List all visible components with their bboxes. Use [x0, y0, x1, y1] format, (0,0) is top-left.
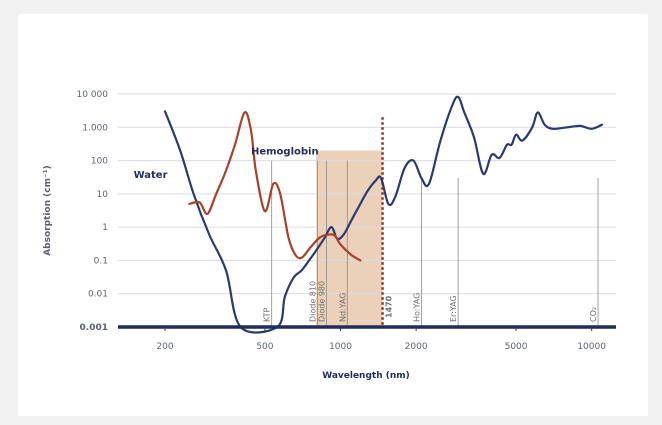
series-label-hemoglobin: Hemoglobin [251, 147, 319, 158]
laser-label-ktp: KTP [263, 307, 272, 322]
series-hemoglobin-line [188, 110, 362, 262]
laser-label-diode-810: Diode 810 [309, 281, 318, 322]
x-tick-labels: 200 500 1000 2000 5000 10000 [156, 327, 606, 352]
highlight-line-label: 1470 [385, 295, 394, 318]
y-tick-label: 0.1 [94, 256, 108, 266]
x-tick-label: 1000 [329, 342, 352, 352]
laser-label-ho-yag: Ho:YAG [412, 293, 421, 322]
series-labels: Water Hemoglobin [134, 147, 319, 181]
y-tick-label: 10 000 [77, 90, 109, 100]
absorption-curves [163, 95, 604, 334]
y-tick-label: 1.000 [82, 123, 108, 133]
x-tick-label: 5000 [505, 342, 528, 352]
y-tick-label: 0.001 [80, 323, 108, 333]
series-label-water: Water [134, 170, 168, 181]
y-axis-label: Absorption (cm⁻¹) [43, 165, 53, 256]
laser-label-nd-yag: Nd:YAG [338, 292, 347, 322]
series-water-line [163, 95, 604, 334]
y-tick-label: 0.01 [88, 290, 108, 300]
x-axis-label: Wavelength (nm) [322, 371, 410, 381]
wavelength-band-highlight [316, 150, 383, 327]
x-tick-label: 2000 [405, 342, 428, 352]
x-tick-label: 500 [256, 342, 273, 352]
x-tick-label: 10000 [577, 342, 606, 352]
y-tick-label: 1 [102, 223, 108, 233]
laser-wavelength-lines: KTP Diode 810 Diode 980 Nd:YAG Ho:YAG Er:YAG C… [263, 117, 599, 327]
laser-label-co: CO₂ [589, 307, 598, 322]
y-tick-label: 100 [91, 157, 108, 167]
x-tick-label: 200 [156, 342, 173, 352]
y-tick-labels: 0.001 0.01 0.1 1 10 100 1.000 10 000 [77, 90, 109, 333]
laser-label-er-yag: Er:YAG [449, 295, 458, 322]
laser-label-diode-980: Diode 980 [318, 281, 327, 322]
y-tick-label: 10 [97, 190, 109, 200]
